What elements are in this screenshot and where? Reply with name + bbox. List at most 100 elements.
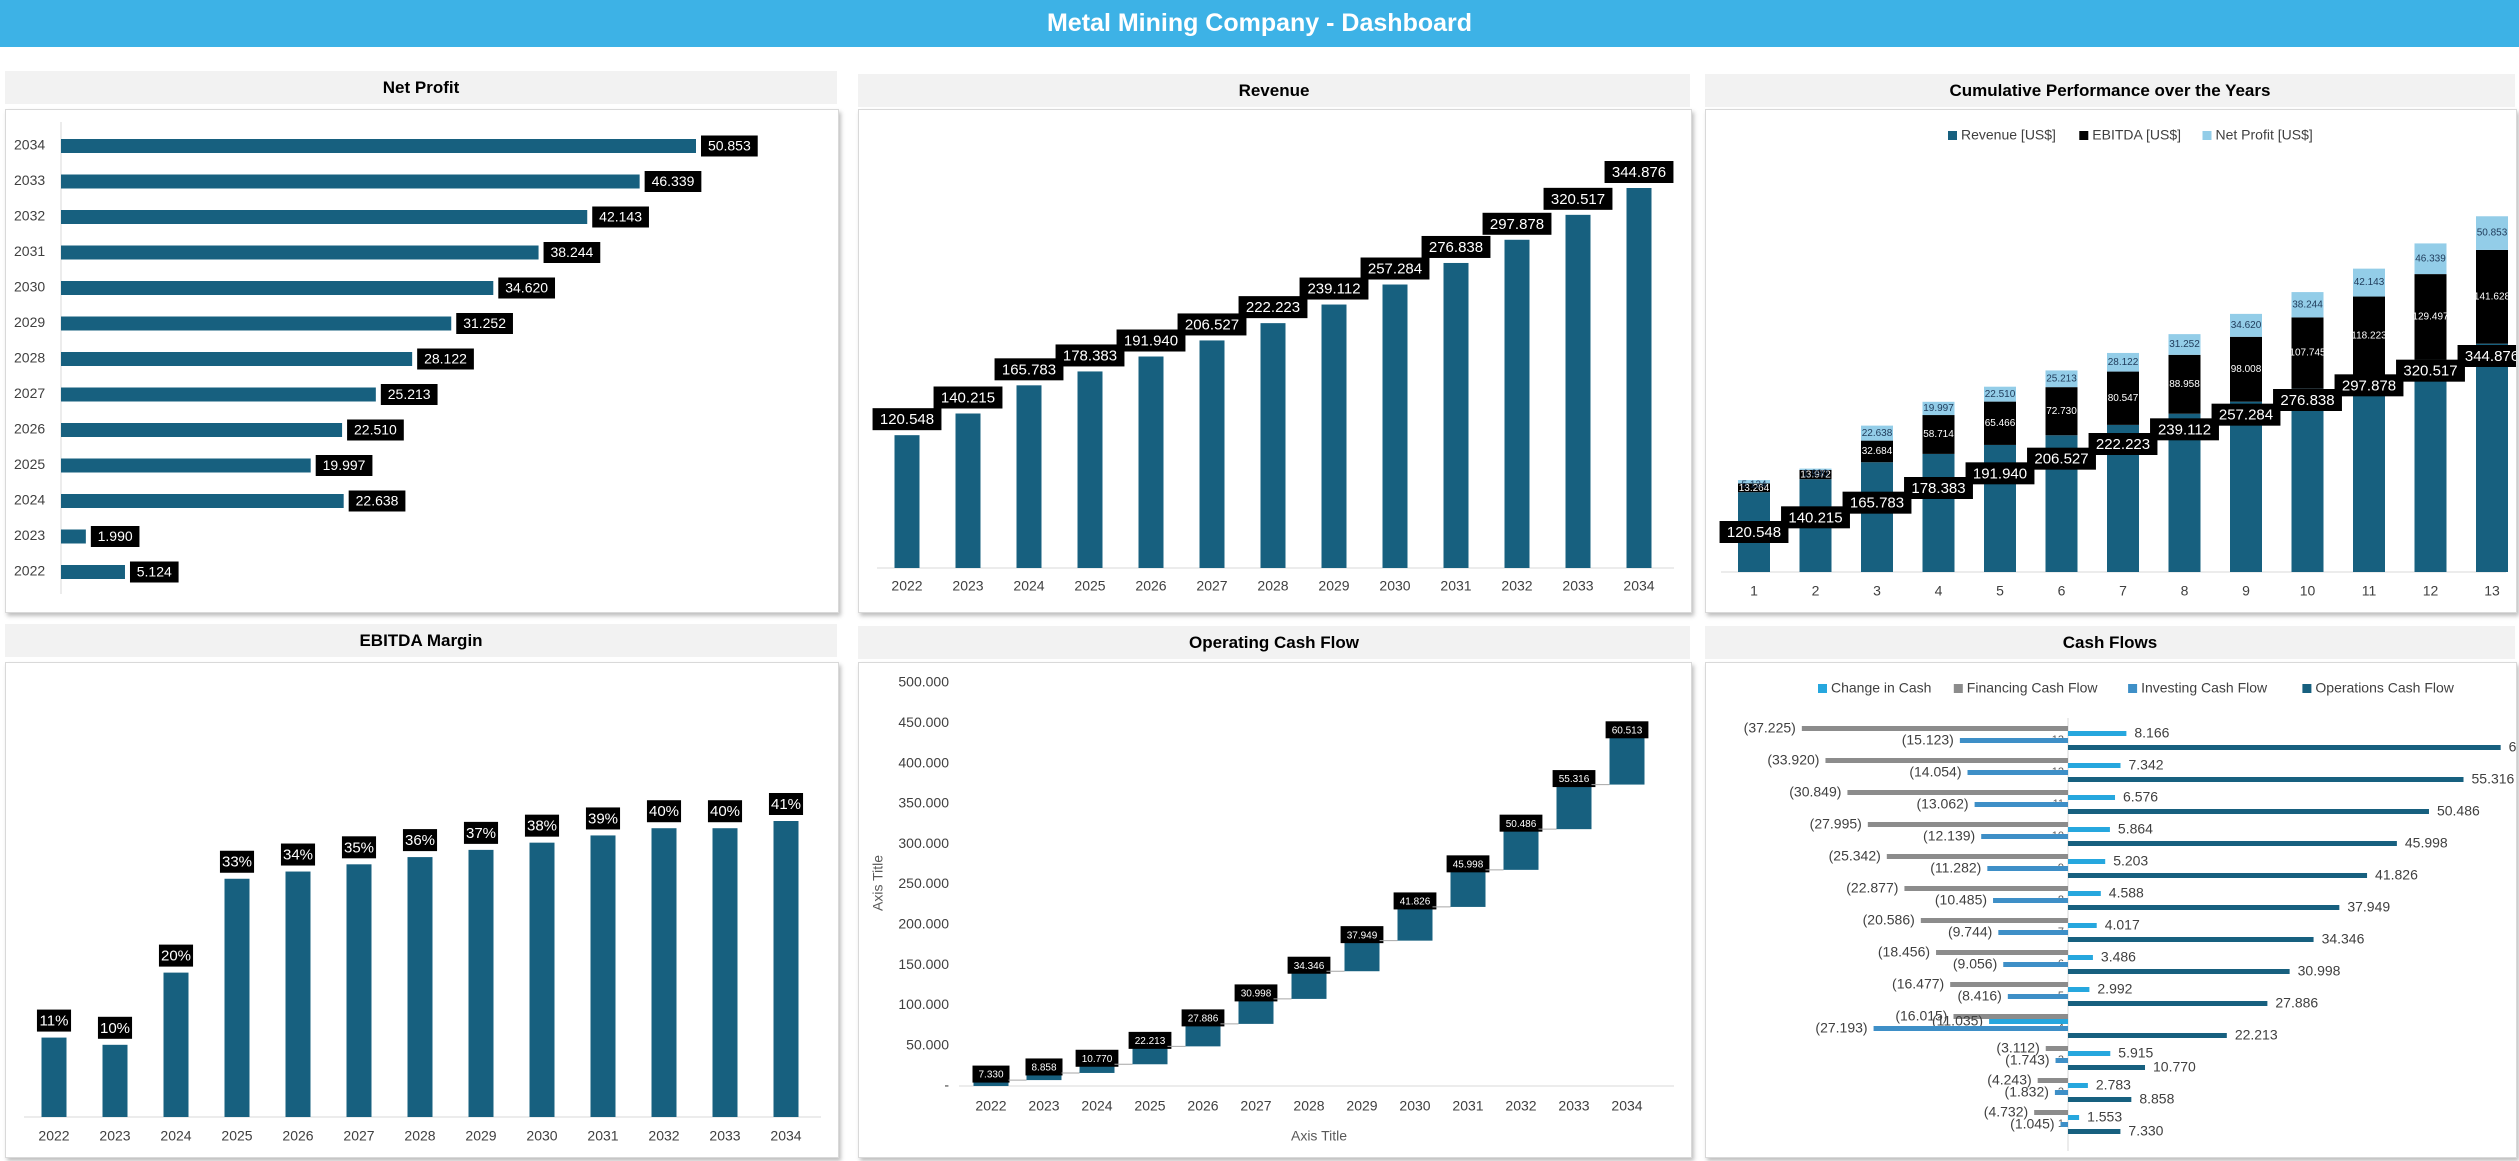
revenue-bar (1138, 356, 1164, 568)
net-profit-data-label: 1.990 (98, 528, 133, 544)
revenue-data-label: 178.383 (1063, 347, 1117, 364)
cash-flows-data-label: 5.915 (2118, 1045, 2153, 1061)
ocf-data-label: 7.330 (978, 1070, 1003, 1081)
cumulative-net-profit-label: 5.124 (1741, 480, 1766, 491)
revenue-bar (1504, 239, 1530, 568)
cumulative-bar-segment (1984, 386, 2016, 402)
ocf-data-label-bg (1393, 892, 1437, 910)
ocf-data-label-bg (1181, 1009, 1225, 1027)
ebitda-margin-category-label: 2026 (282, 1128, 313, 1144)
revenue-data-label: 320.517 (1551, 191, 1605, 208)
ocf-y-tick-label: 250.000 (898, 875, 949, 891)
cash-flows-bar (2068, 1129, 2121, 1134)
cash-flows-bar (2068, 1051, 2111, 1056)
cumulative-ebitda-label: 118.223 (2351, 330, 2387, 341)
cash-flows-data-label: (11.282) (1930, 860, 1981, 876)
revenue-category-label: 2028 (1257, 578, 1288, 594)
cash-flows-data-label: (37.225) (1744, 720, 1796, 736)
net-profit-bar (61, 494, 344, 508)
revenue-data-label-bg (1116, 329, 1186, 352)
cash-flows-title: Cash Flows (1705, 626, 2515, 659)
ebitda-margin-category-label: 2031 (587, 1128, 618, 1144)
ocf-category-label: 2030 (1399, 1098, 1430, 1114)
cash-flows-data-label: 60.513 (2509, 739, 2516, 755)
net-profit-panel: 2022 5.124 2023 1.990 2024 22.638 2025 19.997 20… (5, 109, 839, 613)
cumulative-category-label: 4 (1935, 583, 1943, 599)
cash-flows-bar (2068, 841, 2397, 846)
cumulative-category-label: 1 (1750, 583, 1758, 599)
ebitda-margin-bar (224, 878, 250, 1117)
cash-flows-bar (2068, 873, 2368, 878)
cash-flows-bar (1967, 770, 2068, 775)
ocf-category-label: 2031 (1452, 1098, 1483, 1114)
revenue-category-label: 2025 (1074, 578, 1105, 594)
cumulative-bar-segment (1922, 453, 1955, 572)
net-profit-title: Net Profit (5, 71, 837, 104)
ocf-y-tick-label: 50.000 (906, 1036, 949, 1052)
cumulative-category-label: 11 (2362, 583, 2377, 599)
ebitda-margin-category-label: 2022 (38, 1128, 69, 1144)
cash-flows-bar (2007, 994, 2068, 999)
cash-flows-data-label: (4.732) (1984, 1104, 2028, 1120)
cash-flows-bar (2068, 763, 2121, 768)
cumulative-net-profit-label: 22.510 (1985, 389, 2016, 400)
cash-flows-data-label: (12.139) (1923, 828, 1975, 844)
cash-flows-bar (1920, 918, 2068, 923)
revenue-category-label: 2027 (1196, 578, 1227, 594)
cash-flows-data-label: (3.112) (1996, 1040, 2039, 1056)
cash-flows-data-label: (25.342) (1829, 848, 1881, 864)
ocf-data-label-bg (1234, 984, 1278, 1002)
cash-flows-data-label: 50.486 (2437, 803, 2480, 819)
net-profit-category-label: 2027 (14, 385, 45, 401)
cumulative-bar-segment (2230, 401, 2262, 572)
cash-flows-bar (1825, 758, 2068, 763)
cash-flows-data-label: 4.588 (2109, 885, 2144, 901)
cash-flows-bar (1801, 726, 2068, 731)
net-profit-data-label: 25.213 (388, 386, 431, 402)
cash-flows-data-label: (15.123) (1902, 732, 1954, 748)
revenue-category-label: 2031 (1440, 578, 1471, 594)
cash-flows-bar (2068, 795, 2116, 800)
cash-flows-bar (2068, 1033, 2227, 1038)
cash-flows-legend-swatch (2128, 684, 2138, 693)
net-profit-category-label: 2028 (14, 350, 45, 366)
revenue-bar (1626, 188, 1652, 568)
cash-flows-data-label: 45.998 (2405, 835, 2448, 851)
cash-flows-data-label: (18.456) (1878, 944, 1930, 960)
ocf-category-label: 2022 (975, 1098, 1006, 1114)
revenue-data-label-bg (994, 358, 1064, 381)
cumulative-ebitda-label: 32.684 (1862, 446, 1893, 457)
cash-flows-bar (1886, 854, 2068, 859)
cash-flows-data-label: 10.770 (2153, 1059, 2196, 1075)
ebitda-margin-data-label: 37% (466, 825, 496, 842)
cumulative-bar-segment (2414, 274, 2447, 360)
ocf-data-label-bg (1128, 1031, 1172, 1049)
cumulative-bar-segment (2230, 313, 2262, 337)
ocf-category-label: 2026 (1187, 1098, 1218, 1114)
cumulative-revenue-label-bg (2150, 418, 2219, 441)
ebitda-margin-data-label: 10% (100, 1020, 130, 1037)
revenue-category-label: 2029 (1318, 578, 1349, 594)
cumulative-ebitda-label: 72.730 (2046, 406, 2077, 417)
ebitda-margin-data-label-bg (158, 944, 194, 967)
cash-flows-bar (2068, 859, 2106, 864)
cash-flows-bar (2055, 1058, 2068, 1063)
net-profit-category-label: 2022 (14, 563, 45, 579)
cumulative-legend-swatch (1948, 131, 1957, 140)
cumulative-revenue-label: 257.284 (2219, 407, 2273, 424)
cash-flows-bar (1959, 738, 2068, 743)
revenue-data-label-bg (933, 386, 1003, 409)
cash-flows-bar (2068, 809, 2429, 814)
cash-flows-data-label: (30.849) (1789, 784, 1841, 800)
ebitda-margin-data-label-bg (463, 821, 499, 844)
ocf-bar (1132, 1046, 1168, 1065)
cumulative-net-profit-label: 42.143 (2354, 277, 2385, 288)
net-profit-category-label: 2024 (14, 492, 45, 508)
ocf-data-label: 22.213 (1135, 1036, 1166, 1047)
cash-flows-legend-label: Operations Cash Flow (2315, 680, 2454, 696)
revenue-data-label: 191.940 (1124, 332, 1178, 349)
revenue-data-label-bg (1055, 344, 1125, 367)
cash-flows-bar (1989, 1019, 2068, 1024)
cumulative-bar-segment (1922, 415, 1955, 454)
cash-flows-bar (2003, 962, 2068, 967)
